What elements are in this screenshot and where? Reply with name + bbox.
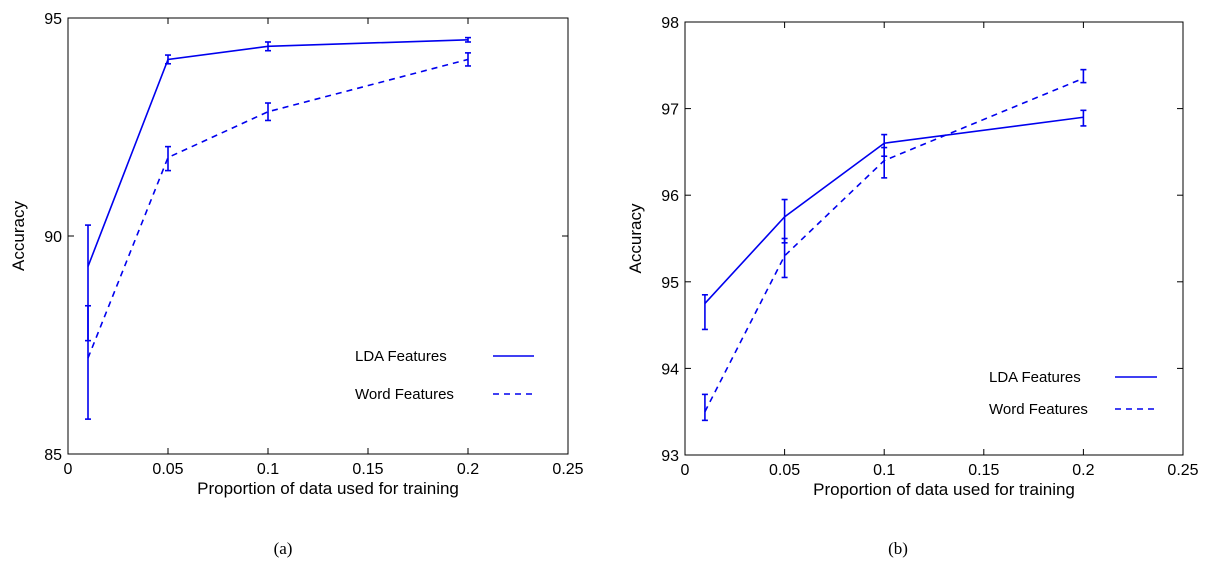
x-tick-label: 0.1 bbox=[257, 461, 279, 478]
y-tick-label: 95 bbox=[661, 275, 679, 292]
x-axis-label: Proportion of data used for training bbox=[813, 480, 1075, 499]
x-tick-label: 0.15 bbox=[968, 462, 999, 479]
error-bar bbox=[85, 304, 91, 420]
plot-frame bbox=[67, 17, 569, 455]
legend-label: LDA Features bbox=[355, 348, 447, 365]
y-tick-label: 97 bbox=[661, 102, 679, 119]
error-bar bbox=[1080, 109, 1087, 127]
error-bar bbox=[701, 293, 708, 331]
error-bar bbox=[781, 198, 788, 244]
x-tick-label: 0.05 bbox=[769, 462, 800, 479]
error-bar bbox=[165, 145, 171, 172]
series-line-word-features bbox=[704, 77, 1084, 413]
error-bar bbox=[881, 146, 888, 179]
x-tick-label: 0.25 bbox=[1167, 462, 1198, 479]
y-tick-label: 90 bbox=[44, 229, 62, 246]
x-tick-label: 0.05 bbox=[152, 461, 183, 478]
legend-label: Word Features bbox=[355, 386, 454, 403]
chart-panel-b: 0 0.05 0.1 0.15 0.2 0.25 93 94 95 96 97 98 Proportio… bbox=[626, 15, 1199, 499]
y-axis-label: Accuracy bbox=[9, 201, 28, 271]
error-bar bbox=[1080, 68, 1087, 84]
legend-label: LDA Features bbox=[989, 369, 1081, 386]
legend-label: Word Features bbox=[989, 401, 1088, 418]
caption-a: (a) bbox=[274, 539, 293, 558]
error-bar bbox=[701, 393, 708, 422]
x-tick-label: 0.1 bbox=[873, 462, 895, 479]
x-tick-label: 0.25 bbox=[552, 461, 583, 478]
y-axis-label: Accuracy bbox=[626, 203, 645, 273]
x-tick-label: 0.2 bbox=[457, 461, 479, 478]
x-tick-label: 0.2 bbox=[1072, 462, 1094, 479]
y-tick-label: 96 bbox=[661, 188, 679, 205]
error-bar bbox=[781, 237, 788, 279]
y-tick-label: 94 bbox=[661, 361, 679, 378]
x-tick-label: 0 bbox=[64, 461, 73, 478]
series-line-lda-features bbox=[704, 116, 1084, 304]
x-tick-label: 0 bbox=[681, 462, 690, 479]
chart-panel-a: 0 0.05 0.1 0.15 0.2 0.25 85 90 95 Proportion of d… bbox=[9, 11, 584, 498]
y-tick-label: 93 bbox=[661, 448, 679, 465]
y-tick-label: 95 bbox=[44, 11, 62, 28]
x-tick-label: 0.15 bbox=[352, 461, 383, 478]
plot-frame bbox=[684, 21, 1184, 456]
series-line-word-features bbox=[87, 58, 469, 359]
x-axis-label: Proportion of data used for training bbox=[197, 479, 459, 498]
y-tick-label: 85 bbox=[44, 447, 62, 464]
series-line-lda-features bbox=[87, 39, 469, 267]
y-tick-label: 98 bbox=[661, 15, 679, 32]
caption-b: (b) bbox=[888, 539, 908, 558]
